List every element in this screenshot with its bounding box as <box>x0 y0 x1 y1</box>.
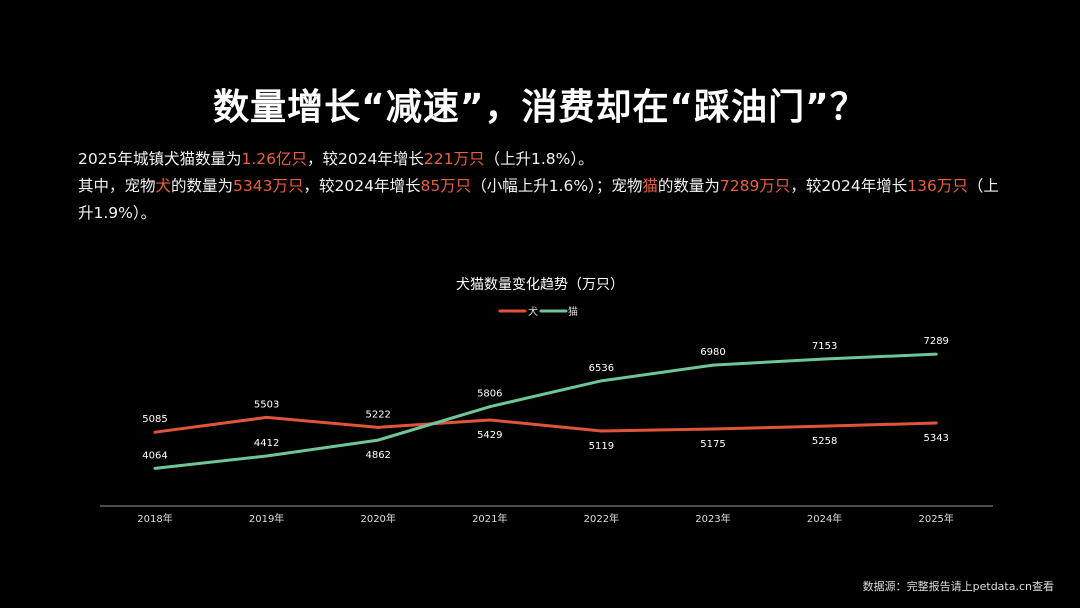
data-source-footer: 数据源：完整报告请上petdata.cn查看 <box>862 580 1054 593</box>
highlight-value: 猫 <box>642 177 658 195</box>
data-point <box>488 418 492 422</box>
data-label: 6980 <box>700 347 725 358</box>
text-segment: （小幅上升1.6%）；宠物 <box>471 177 643 195</box>
data-label: 5119 <box>589 441 614 452</box>
series-line-dog <box>154 415 937 434</box>
text-segment: （上升1.9%）。 <box>78 177 999 222</box>
data-label: 5175 <box>700 439 725 450</box>
highlight-value: 1.26亿只 <box>241 150 307 168</box>
chart-title: 犬猫数量变化趋势（万只） <box>456 277 624 293</box>
data-point <box>153 430 157 434</box>
x-tick-label: 2022年 <box>584 512 619 525</box>
summary-line-1: 2025年城镇犬猫数量为1.26亿只，较2024年增长221万只（上升1.8%）… <box>78 146 1008 173</box>
data-point <box>265 454 269 458</box>
x-tick-label: 2023年 <box>695 512 730 525</box>
data-point <box>376 425 380 429</box>
data-label: 5429 <box>477 430 502 441</box>
data-point <box>934 352 938 356</box>
data-label: 5258 <box>812 436 837 447</box>
data-label: 4064 <box>142 450 167 461</box>
data-point <box>599 429 603 433</box>
data-point <box>711 363 715 367</box>
highlight-value: 221万只 <box>423 150 485 168</box>
x-tick-label: 2021年 <box>472 512 507 525</box>
legend-label: 犬 <box>528 305 538 318</box>
data-label: 5503 <box>254 399 279 410</box>
data-point <box>823 424 827 428</box>
highlight-value: 7289万只 <box>719 177 791 195</box>
series-line-cat <box>154 352 937 470</box>
x-tick-label: 2024年 <box>807 512 842 525</box>
highlight-value: 85万只 <box>420 177 472 195</box>
x-tick-label: 2025年 <box>918 512 953 525</box>
summary-line-2: 其中，宠物犬的数量为5343万只，较2024年增长85万只（小幅上升1.6%）；… <box>78 173 1008 227</box>
text-segment: 2025年城镇犬猫数量为 <box>78 150 242 168</box>
data-label: 5085 <box>142 414 167 425</box>
text-segment: 的数量为 <box>657 177 720 195</box>
text-segment: ，较2024年增长 <box>790 177 908 195</box>
data-point <box>711 427 715 431</box>
data-point <box>153 466 157 470</box>
data-point <box>823 357 827 361</box>
data-label: 5806 <box>477 389 502 400</box>
data-label: 7153 <box>812 341 837 352</box>
x-tick-label: 2018年 <box>137 512 172 525</box>
legend-label: 猫 <box>568 305 578 318</box>
summary-paragraph: 2025年城镇犬猫数量为1.26亿只，较2024年增长221万只（上升1.8%）… <box>78 146 1008 227</box>
highlight-value: 136万只 <box>907 177 968 195</box>
data-label: 5343 <box>923 433 948 444</box>
page-title: 数量增长“减速”，消费却在“踩油门”？ <box>213 87 867 128</box>
highlight-value: 5343万只 <box>233 177 304 195</box>
data-point <box>376 438 380 442</box>
text-segment: 的数量为 <box>171 177 234 195</box>
data-point <box>934 421 938 425</box>
highlight-value: 犬 <box>155 177 172 195</box>
data-label: 4412 <box>254 438 279 449</box>
text-segment: 其中，宠物 <box>78 177 156 195</box>
x-tick-label: 2020年 <box>360 512 395 525</box>
data-point <box>265 415 269 419</box>
data-label: 4862 <box>365 450 390 461</box>
data-label: 6536 <box>589 363 614 374</box>
text-segment: （上升1.8%）。 <box>484 150 594 168</box>
text-segment: ，较2024年增长 <box>306 150 424 168</box>
data-label: 5222 <box>365 409 390 420</box>
data-point <box>599 379 603 383</box>
x-tick-label: 2019年 <box>249 512 284 525</box>
text-segment: ，较2024年增长 <box>303 177 421 195</box>
data-label: 7289 <box>923 336 948 347</box>
data-point <box>488 405 492 409</box>
